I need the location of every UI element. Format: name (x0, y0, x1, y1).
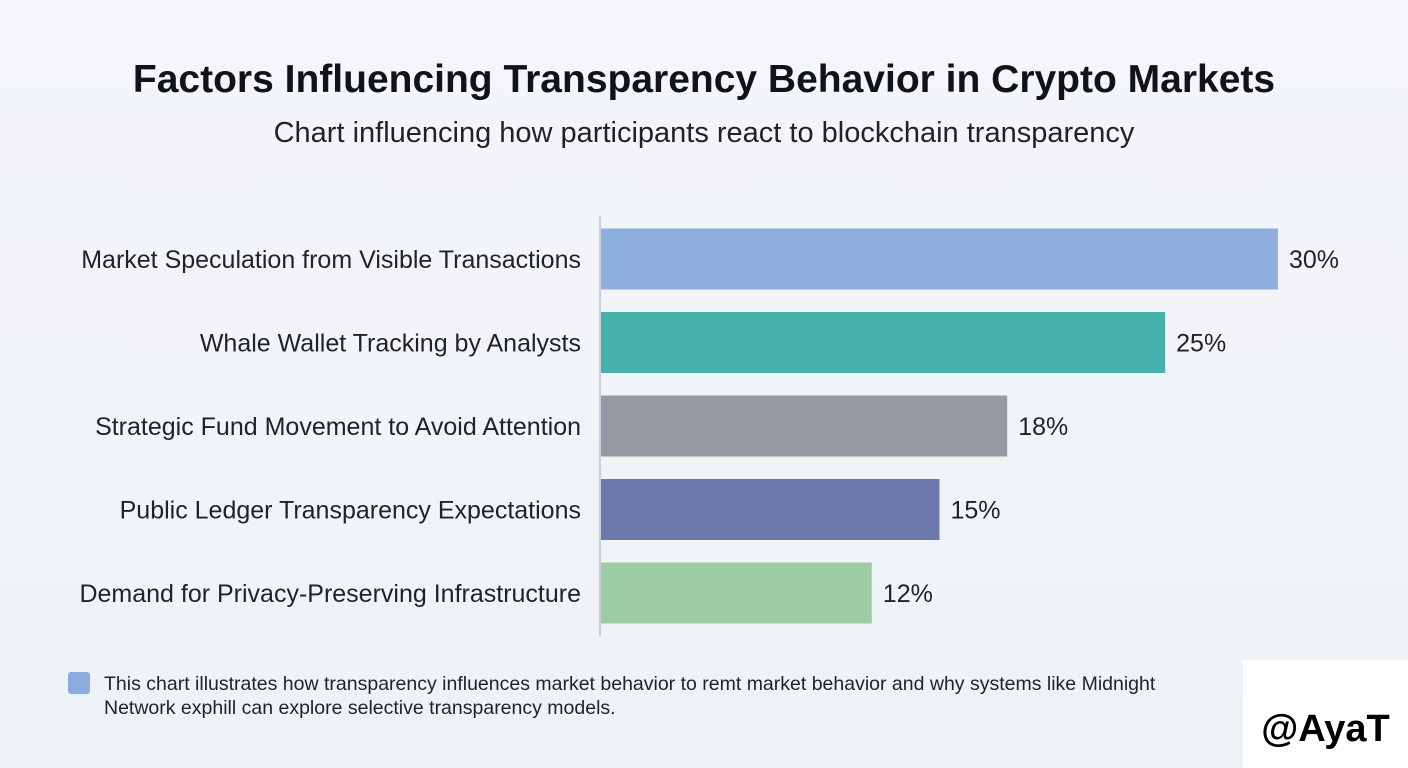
category-label-3: Strategic Fund Movement to Avoid Attenti… (95, 413, 581, 441)
bar-2 (601, 312, 1166, 373)
note-text: This chart illustrates how transparency … (104, 673, 1156, 719)
category-label-2: Whale Wallet Tracking by Analysts (200, 330, 581, 358)
chart-note: This chart illustrates how transparency … (68, 672, 1228, 720)
note-swatch-icon (68, 672, 90, 694)
bar-1 (601, 228, 1278, 290)
watermark-badge: @AyaT (1243, 660, 1408, 768)
value-label-3: 18% (1018, 413, 1068, 441)
bar-chart: Market Speculation from Visible Transact… (79, 216, 1339, 636)
value-label-5: 12% (883, 580, 933, 608)
value-label-1: 30% (1289, 246, 1339, 274)
bar-4 (601, 479, 940, 540)
bar-5 (601, 562, 872, 624)
value-label-2: 25% (1176, 330, 1226, 358)
chart-title: Factors Influencing Transparency Behavio… (132, 58, 1276, 101)
chart-subtitle: Chart influencing how participants react… (273, 117, 1135, 149)
category-label-1: Market Speculation from Visible Transact… (81, 246, 581, 274)
category-label-5: Demand for Privacy-Preserving Infrastruc… (79, 580, 581, 608)
bar-3 (601, 395, 1008, 457)
value-label-4: 15% (951, 497, 1001, 525)
watermark-text: @AyaT (1261, 707, 1390, 750)
category-label-4: Public Ledger Transparency Expectations (120, 497, 581, 525)
